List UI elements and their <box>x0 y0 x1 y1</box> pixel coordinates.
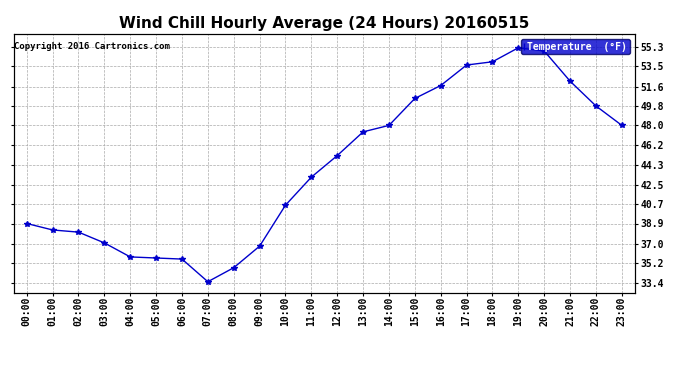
Legend: Temperature  (°F): Temperature (°F) <box>522 39 630 54</box>
Text: Copyright 2016 Cartronics.com: Copyright 2016 Cartronics.com <box>14 42 170 51</box>
Title: Wind Chill Hourly Average (24 Hours) 20160515: Wind Chill Hourly Average (24 Hours) 201… <box>119 16 529 31</box>
